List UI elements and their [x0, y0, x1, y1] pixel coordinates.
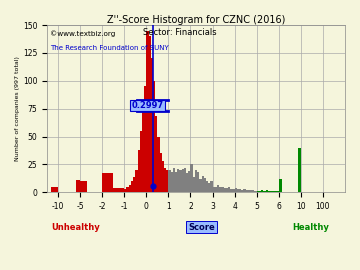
Bar	[266, 190, 268, 193]
Bar	[149, 36, 151, 193]
Bar	[230, 189, 233, 193]
Bar	[80, 181, 87, 193]
Bar	[164, 168, 166, 193]
Y-axis label: Number of companies (997 total): Number of companies (997 total)	[15, 56, 20, 161]
Bar	[252, 190, 255, 193]
Bar	[233, 189, 235, 193]
Bar	[177, 169, 179, 193]
Text: Sector: Financials: Sector: Financials	[143, 28, 217, 37]
Bar	[166, 170, 168, 193]
Bar	[226, 188, 228, 193]
Bar	[263, 191, 266, 193]
Bar	[224, 188, 226, 193]
Bar	[142, 109, 144, 193]
Bar	[179, 170, 182, 193]
Bar	[298, 148, 301, 193]
Bar	[246, 190, 248, 193]
Bar	[237, 189, 239, 193]
Bar	[184, 168, 186, 193]
Bar	[228, 187, 230, 193]
Bar	[102, 173, 113, 193]
Text: ©www.textbiz.org: ©www.textbiz.org	[50, 30, 115, 37]
Bar	[208, 183, 210, 193]
Bar	[159, 153, 162, 193]
Bar	[138, 150, 140, 193]
Bar	[255, 191, 257, 193]
Bar	[250, 190, 252, 193]
Bar	[206, 181, 208, 193]
Bar	[76, 180, 80, 193]
Bar	[279, 179, 282, 193]
Bar	[217, 185, 219, 193]
Bar	[268, 191, 270, 193]
Bar	[215, 187, 217, 193]
Bar	[221, 187, 224, 193]
Bar	[212, 187, 215, 193]
Text: 0.2997: 0.2997	[131, 101, 163, 110]
Bar	[248, 190, 250, 193]
Bar	[157, 137, 159, 193]
Bar	[243, 189, 246, 193]
Bar	[259, 191, 261, 193]
Bar	[182, 169, 184, 193]
Bar	[146, 31, 149, 193]
Text: Healthy: Healthy	[292, 222, 329, 231]
Bar	[188, 171, 190, 193]
Bar	[195, 170, 197, 193]
Bar	[173, 168, 175, 193]
Bar	[131, 181, 133, 193]
Bar	[171, 172, 173, 193]
Bar	[202, 176, 204, 193]
Text: Unhealthy: Unhealthy	[51, 222, 100, 231]
Bar	[186, 173, 188, 193]
Bar	[276, 191, 279, 193]
Bar	[193, 177, 195, 193]
Bar	[162, 161, 164, 193]
Bar	[168, 170, 171, 193]
Bar	[239, 189, 241, 193]
Bar	[235, 188, 237, 193]
Bar	[129, 185, 131, 193]
Bar	[155, 116, 157, 193]
Bar	[257, 191, 259, 193]
Bar	[190, 164, 193, 193]
Bar	[153, 81, 155, 193]
Bar	[261, 190, 263, 193]
Bar	[175, 172, 177, 193]
Bar	[197, 172, 199, 193]
Bar	[51, 187, 58, 193]
Bar	[272, 191, 274, 193]
Bar	[140, 131, 142, 193]
Text: Score: Score	[188, 222, 215, 231]
Bar	[274, 191, 276, 193]
Bar	[133, 177, 135, 193]
Bar	[135, 170, 138, 193]
Bar	[144, 86, 146, 193]
Bar	[204, 178, 206, 193]
Bar	[270, 191, 272, 193]
Bar	[219, 187, 221, 193]
Bar	[124, 189, 126, 193]
Bar	[126, 187, 129, 193]
Text: The Research Foundation of SUNY: The Research Foundation of SUNY	[50, 45, 169, 51]
Title: Z''-Score Histogram for CZNC (2016): Z''-Score Histogram for CZNC (2016)	[107, 15, 285, 25]
Bar	[210, 181, 212, 193]
Bar	[151, 59, 153, 193]
Bar	[241, 190, 243, 193]
Bar	[199, 179, 202, 193]
Bar	[113, 188, 124, 193]
